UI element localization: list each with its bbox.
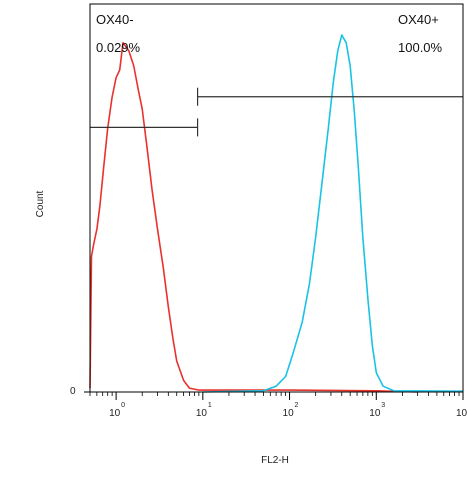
tick-layer: 1001011021031040 [70,386,467,419]
x-tick-exponent-1: 1 [208,402,212,409]
x-tick-label-2: 10 [283,408,295,419]
x-tick-exponent-3: 3 [381,402,385,409]
x-tick-label-4: 10 [456,408,467,419]
x-tick-label-3: 10 [369,408,381,419]
x-tick-exponent-0: 0 [121,402,125,409]
series-layer [89,34,464,393]
gate-left-name: OX40- [96,12,134,27]
gate-right-percent: 100.0% [398,40,443,55]
x-axis-label: FL2-H [261,455,289,466]
histogram-series-1 [202,34,464,393]
y-tick-label-0: 0 [70,386,76,397]
y-axis-label: Count [35,190,46,218]
x-tick-label-1: 10 [196,408,208,419]
gate-left-percent: 0.029% [96,40,141,55]
gate-marker-1 [196,87,463,106]
histogram-series-0 [89,41,418,393]
gate-right-name: OX40+ [398,12,439,27]
x-tick-label-0: 10 [109,408,121,419]
plot-frame [89,3,464,393]
gate-marker-0 [90,118,199,137]
x-tick-exponent-2: 2 [295,402,299,409]
gate-layer [90,87,463,137]
